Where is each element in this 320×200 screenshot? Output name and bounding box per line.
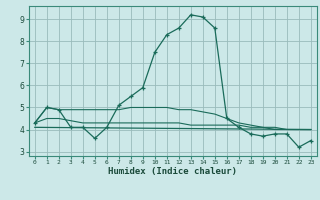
X-axis label: Humidex (Indice chaleur): Humidex (Indice chaleur) [108,167,237,176]
